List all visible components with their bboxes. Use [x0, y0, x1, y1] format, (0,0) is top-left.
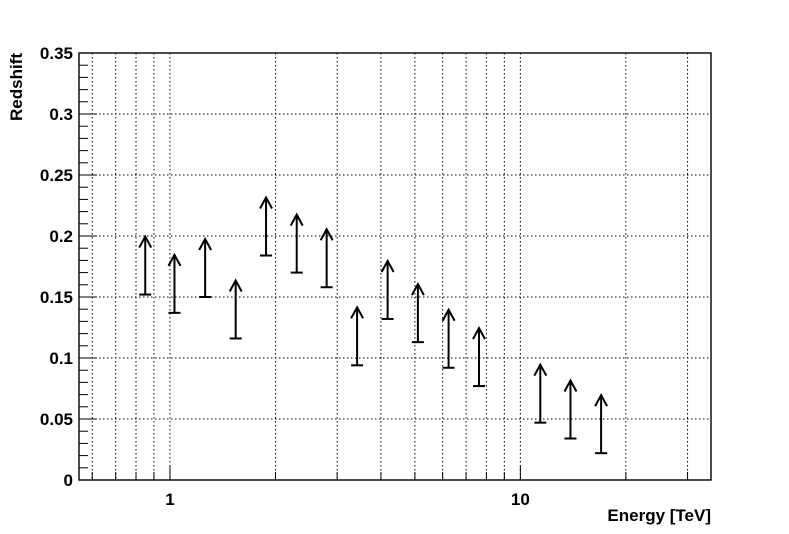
arrow-head [319, 227, 334, 241]
y-tick-label: 0.35 [40, 44, 73, 63]
lower-limit-arrow [533, 362, 548, 424]
arrow-head [289, 212, 304, 227]
arrow-head [228, 278, 243, 292]
arrow-head [563, 378, 578, 392]
lower-limit-arrow [380, 258, 395, 320]
y-axis-title: Redshift [7, 53, 26, 121]
x-tick-label: 1 [165, 490, 174, 509]
lower-limit-arrow [472, 325, 486, 388]
y-tick-label: 0.15 [40, 288, 73, 307]
data-points [138, 195, 608, 455]
arrow-head [441, 307, 456, 322]
arrow-head [198, 236, 213, 251]
y-tick-label: 0.3 [49, 105, 73, 124]
x-axis-title: Energy [TeV] [607, 506, 711, 525]
x-tick-label: 10 [511, 490, 530, 509]
arrow-head [533, 362, 548, 377]
axis-ticks [79, 52, 689, 481]
arrow-head [411, 282, 425, 296]
grid-lines [79, 53, 711, 480]
lower-limit-arrow [441, 307, 456, 369]
arrow-head [259, 195, 273, 209]
arrow-head [472, 325, 486, 340]
y-tick-label: 0.2 [49, 227, 73, 246]
lower-limit-arrow [411, 282, 425, 344]
arrow-head [167, 252, 182, 267]
lower-limit-arrow [138, 234, 153, 296]
tick-labels: 0 0.05 0.1 0.15 0.2 0.25 0.3 0.35 1 10 [40, 44, 530, 509]
lower-limit-arrow [198, 236, 213, 298]
lower-limit-arrow [289, 212, 304, 274]
arrow-head [138, 234, 153, 249]
lower-limit-arrow [228, 278, 243, 340]
y-tick-label: 0.05 [40, 410, 73, 429]
lower-limit-arrow [563, 378, 578, 440]
lower-limit-arrow [167, 252, 182, 314]
lower-limit-arrow [350, 305, 364, 367]
arrow-head [380, 258, 395, 273]
lower-limit-arrow [319, 227, 334, 289]
y-tick-label: 0.1 [49, 349, 73, 368]
plot-frame [78, 52, 712, 481]
y-tick-label: 0.25 [40, 166, 73, 185]
lower-limit-arrow [259, 195, 273, 257]
lower-limit-arrow [594, 393, 608, 455]
arrow-head [350, 305, 364, 319]
y-tick-label: 0 [64, 471, 73, 490]
arrow-head [594, 393, 608, 407]
